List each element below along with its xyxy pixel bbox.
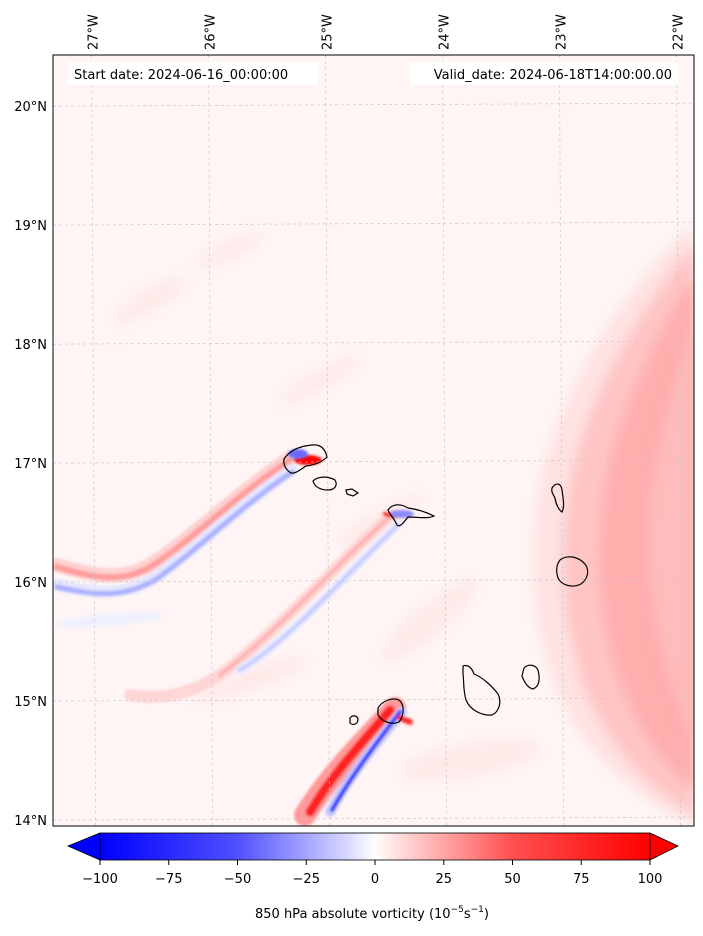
latitude-tick-label: 14°N — [14, 814, 47, 829]
longitude-tick-label: 24°W — [438, 14, 453, 50]
meridian-gridline — [559, 55, 564, 826]
island-sao-nicolau — [387, 504, 436, 527]
colorbar-max-extend — [649, 832, 679, 861]
colorbar-tick-label: 75 — [573, 872, 590, 887]
parallel-gridline — [53, 340, 694, 345]
gridlines — [53, 55, 694, 826]
santo-antao-dipole-blue — [288, 449, 308, 459]
colorbar-tick-label: −25 — [293, 872, 320, 887]
longitude-tick-labels: 27°W 26°W 25°W 24°W 23°W 22°W — [87, 14, 687, 50]
parallel-gridline — [53, 578, 694, 583]
meridian-gridline — [208, 55, 213, 826]
trough-band-inner — [649, 330, 694, 735]
island-santo-antao — [283, 444, 328, 474]
meridian-gridline — [442, 55, 447, 826]
blue-texture — [55, 612, 165, 628]
latitude-tick-label: 20°N — [14, 100, 47, 115]
meridian-gridline — [676, 55, 681, 826]
longitude-tick-label: 26°W — [204, 14, 219, 50]
parallel-gridline — [53, 459, 694, 464]
longitude-tick-label: 27°W — [87, 14, 102, 50]
island-santiago — [462, 664, 501, 716]
meridian-gridline — [325, 55, 330, 826]
meridian-gridline — [91, 55, 96, 826]
longitude-tick-label: 22°W — [671, 14, 686, 50]
island-sao-vicente — [312, 476, 337, 491]
colorbar-min-extend — [66, 832, 101, 861]
valid-date-label: Valid_date: 2024-06-18T14:00:00.00 — [434, 68, 672, 83]
valid-date-box — [410, 62, 678, 85]
latitude-tick-label: 19°N — [14, 219, 47, 234]
sao-nicolau-wake — [124, 509, 403, 703]
island-maio — [521, 664, 540, 690]
colorbar-tick-label: 100 — [638, 872, 663, 887]
parallel-gridline — [53, 816, 694, 821]
island-sal — [551, 483, 565, 513]
coastlines — [283, 444, 589, 725]
parallel-gridline — [53, 102, 694, 107]
colorbar-body — [99, 832, 651, 861]
latitude-tick-label: 18°N — [14, 338, 47, 353]
colorbar: −100 −75 −50 −25 0 25 50 75 100 850 hPa absolute… — [66, 832, 679, 922]
colorbar-tick-label: −50 — [224, 872, 251, 887]
parallel-gridline — [53, 697, 694, 702]
island-santa-luzia — [345, 488, 360, 497]
island-fogo — [377, 698, 404, 724]
colorbar-label: 850 hPa absolute vorticity (10−5s−1) — [255, 905, 489, 922]
vorticity-field — [53, 55, 694, 826]
colorbar-tick-label: 0 — [371, 872, 379, 887]
colorbar-ticks: −100 −75 −50 −25 0 25 50 75 100 — [82, 860, 662, 887]
latitude-tick-label: 15°N — [14, 695, 47, 710]
colorbar-tick-label: −100 — [82, 872, 118, 887]
latitude-tick-label: 16°N — [14, 576, 47, 591]
colorbar-tick-label: 25 — [435, 872, 452, 887]
santo-antao-wake — [53, 451, 298, 598]
longitude-tick-label: 23°W — [554, 14, 569, 50]
colorbar-tick-label: 50 — [504, 872, 521, 887]
background-texture — [115, 233, 539, 780]
parallel-gridline — [53, 221, 694, 226]
sao-nicolau-dipole-blue — [390, 510, 414, 518]
latitude-tick-labels: 20°N 19°N 18°N 17°N 16°N 15°N 14°N — [14, 100, 47, 829]
start-date-box — [68, 62, 318, 85]
start-date-label: Start date: 2024-06-16_00:00:00 — [74, 68, 288, 83]
island-brava — [349, 715, 359, 725]
island-boa-vista — [556, 556, 589, 587]
longitude-tick-label: 25°W — [321, 14, 336, 50]
latitude-tick-label: 17°N — [14, 457, 47, 472]
colorbar-tick-label: −75 — [155, 872, 182, 887]
map-frame — [52, 54, 695, 827]
